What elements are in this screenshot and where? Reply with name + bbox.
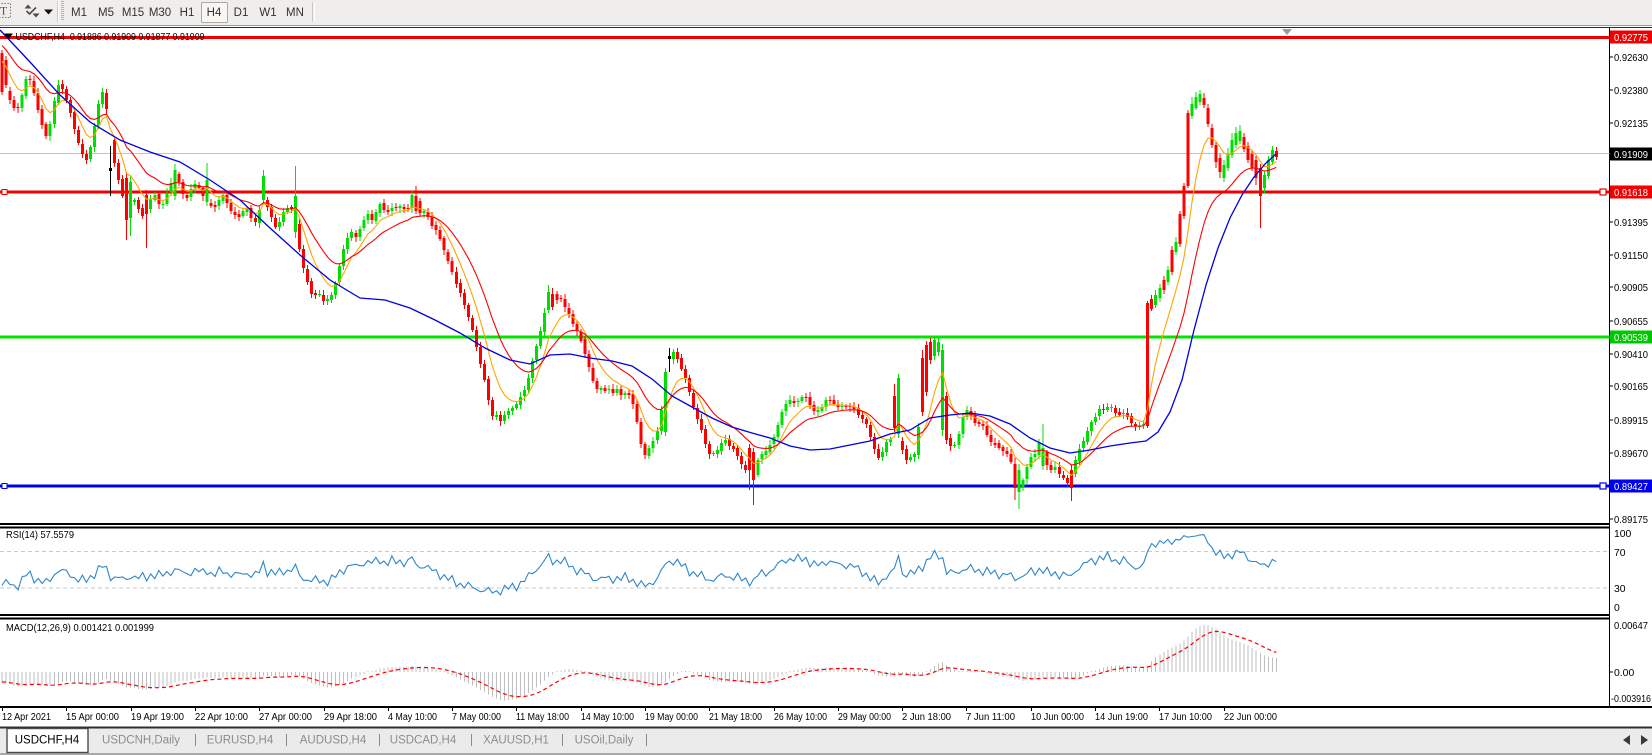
svg-text:H1: H1	[180, 7, 195, 19]
svg-text:0: 0	[1614, 603, 1620, 614]
svg-text:0.92380: 0.92380	[1614, 86, 1648, 97]
svg-text:0.91909: 0.91909	[1614, 150, 1648, 161]
svg-text:15 Apr 00:00: 15 Apr 00:00	[66, 712, 119, 723]
svg-text:USDCHF,H4: USDCHF,H4	[15, 735, 80, 747]
svg-text:0.90410: 0.90410	[1614, 350, 1648, 361]
svg-text:10 Jun 00:00: 10 Jun 00:00	[1031, 712, 1084, 723]
svg-text:0.00: 0.00	[1614, 668, 1634, 679]
svg-text:0.90905: 0.90905	[1614, 283, 1648, 294]
svg-text:26 May 10:00: 26 May 10:00	[774, 712, 827, 723]
svg-text:14 May 10:00: 14 May 10:00	[581, 712, 634, 723]
svg-text:0.91395: 0.91395	[1614, 218, 1648, 229]
svg-text:2 Jun 18:00: 2 Jun 18:00	[902, 712, 951, 723]
svg-text:USDCHF,H4 0.91886 0.91909 0.9: USDCHF,H4 0.91886 0.91909 0.91877 0.9190…	[16, 32, 205, 43]
svg-text:0.89670: 0.89670	[1614, 449, 1648, 460]
svg-text:0.92630: 0.92630	[1614, 53, 1648, 64]
svg-text:USOil,Daily: USOil,Daily	[575, 735, 634, 747]
svg-text:19 Apr 19:00: 19 Apr 19:00	[131, 712, 184, 723]
svg-text:17 Jun 10:00: 17 Jun 10:00	[1159, 712, 1212, 723]
svg-text:USDCAD,H4: USDCAD,H4	[390, 735, 457, 747]
svg-text:EURUSD,H4: EURUSD,H4	[207, 735, 274, 747]
svg-text:H4: H4	[207, 7, 222, 19]
svg-text:M1: M1	[71, 7, 87, 19]
svg-text:7 May 00:00: 7 May 00:00	[452, 712, 501, 723]
svg-text:70: 70	[1614, 548, 1626, 559]
svg-text:0.91150: 0.91150	[1614, 251, 1648, 262]
svg-text:0.92775: 0.92775	[1614, 33, 1648, 44]
svg-text:MACD(12,26,9) 0.001421 0.00199: MACD(12,26,9) 0.001421 0.001999	[6, 622, 154, 634]
svg-text:D1: D1	[234, 7, 249, 19]
svg-text:0.92135: 0.92135	[1614, 119, 1648, 130]
svg-text:30: 30	[1614, 584, 1626, 595]
svg-text:M30: M30	[149, 7, 171, 19]
svg-text:29 May 00:00: 29 May 00:00	[838, 712, 891, 723]
svg-text:-0.003916: -0.003916	[1611, 694, 1651, 705]
svg-text:XAUUSD,H1: XAUUSD,H1	[483, 735, 549, 747]
svg-text:100: 100	[1614, 529, 1632, 540]
svg-text:27 Apr 00:00: 27 Apr 00:00	[259, 712, 312, 723]
svg-text:4 May 10:00: 4 May 10:00	[388, 712, 437, 723]
svg-text:0.90655: 0.90655	[1614, 317, 1648, 328]
svg-text:11 May 18:00: 11 May 18:00	[516, 712, 569, 723]
svg-text:0.89175: 0.89175	[1614, 515, 1648, 526]
svg-text:21 May 18:00: 21 May 18:00	[709, 712, 762, 723]
svg-text:29 Apr 18:00: 29 Apr 18:00	[324, 712, 377, 723]
svg-text:0.91618: 0.91618	[1614, 188, 1648, 199]
svg-text:AUDUSD,H4: AUDUSD,H4	[300, 735, 367, 747]
svg-text:0.90539: 0.90539	[1614, 333, 1648, 344]
svg-text:22 Jun 00:00: 22 Jun 00:00	[1224, 712, 1277, 723]
svg-text:22 Apr 10:00: 22 Apr 10:00	[195, 712, 248, 723]
svg-text:7 Jun 11:00: 7 Jun 11:00	[966, 712, 1015, 723]
svg-text:W1: W1	[259, 7, 276, 19]
svg-text:USDCNH,Daily: USDCNH,Daily	[102, 735, 180, 747]
svg-text:14 Jun 19:00: 14 Jun 19:00	[1095, 712, 1148, 723]
svg-text:0.90165: 0.90165	[1614, 382, 1648, 393]
svg-text:M15: M15	[122, 7, 144, 19]
svg-text:MN: MN	[286, 7, 304, 19]
svg-text:0.89427: 0.89427	[1614, 482, 1648, 493]
svg-text:0.89915: 0.89915	[1614, 416, 1648, 427]
svg-text:RSI(14) 57.5579: RSI(14) 57.5579	[6, 529, 74, 541]
svg-text:T: T	[0, 4, 8, 18]
svg-text:19 May 00:00: 19 May 00:00	[645, 712, 698, 723]
svg-text:12 Apr 2021: 12 Apr 2021	[2, 712, 51, 723]
svg-text:M5: M5	[98, 7, 114, 19]
svg-text:0.00647: 0.00647	[1614, 621, 1648, 632]
